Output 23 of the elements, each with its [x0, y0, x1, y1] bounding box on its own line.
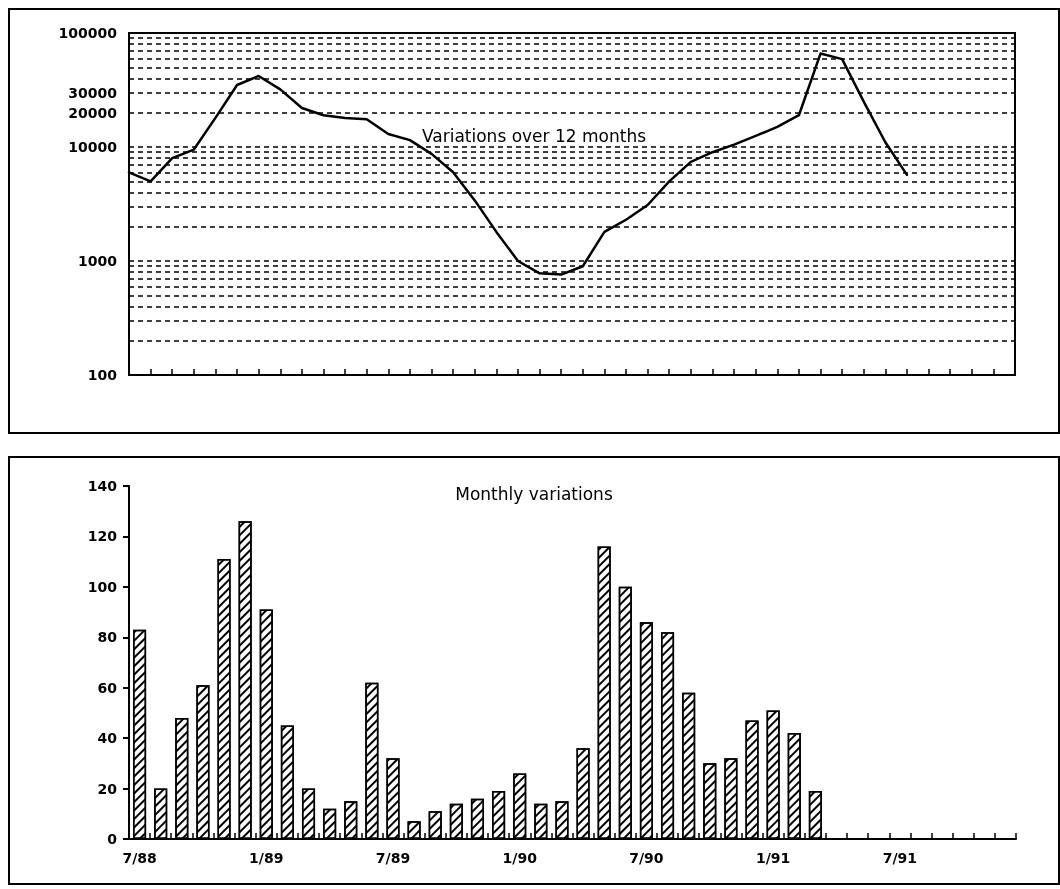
y-tick-label: 80: [97, 629, 118, 646]
y-tick-label: 100000: [58, 25, 118, 41]
y-tick-label: 1000: [78, 253, 118, 269]
x-tick-label: 7/88: [122, 850, 157, 866]
y-tick-label: 120: [87, 528, 118, 545]
y-tick-label: 40: [97, 730, 118, 747]
x-tick-label: 1/89: [249, 850, 284, 866]
x-tick-label: 1/91: [755, 850, 791, 866]
x-tick-label: 1/90: [502, 850, 538, 866]
x-tick-label: 7/89: [375, 850, 411, 866]
y-tick-label: 10000: [68, 139, 118, 155]
chart-title: Monthly variations: [455, 483, 613, 504]
text: Variations over 12 months: [421, 125, 647, 146]
x-tick-label: 7/90: [629, 850, 664, 866]
y-tick-label: 20: [97, 780, 118, 797]
x-tick-label: 7/91: [882, 850, 918, 866]
y-tick-label: 30000: [68, 84, 118, 101]
y-tick-label: 140: [87, 478, 118, 494]
y-tick-label: 0: [107, 831, 118, 847]
y-tick-label: 20000: [68, 104, 118, 121]
y-tick-label: 100: [87, 367, 118, 383]
y-tick-label: 100: [87, 578, 118, 595]
y-tick-label: 60: [97, 679, 118, 696]
